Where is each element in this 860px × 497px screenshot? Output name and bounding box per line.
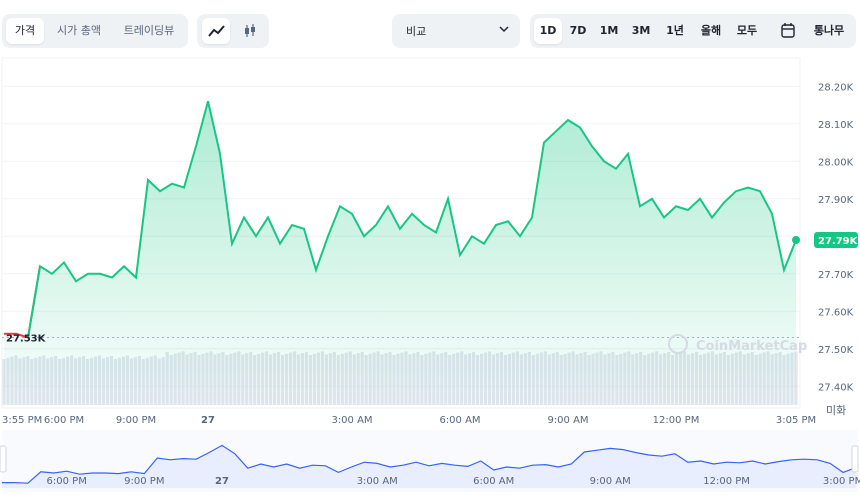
compare-dropdown[interactable]: 비교 <box>392 14 520 48</box>
y-tick-label: 27.40K <box>818 382 854 393</box>
tab-tradingview[interactable]: 트레이딩뷰 <box>123 24 175 37</box>
x-tick-label: 27 <box>201 415 215 426</box>
navigator-tick-label: 6:00 PM <box>47 476 87 487</box>
navigator-tick-label: 3:00 AM <box>357 476 398 487</box>
range-1y[interactable]: 1년 <box>666 24 684 37</box>
candlestick-icon[interactable] <box>236 18 264 44</box>
calendar-icon[interactable] <box>774 18 802 44</box>
x-axis: 3:55 PM 6:00 PM 9:00 PM 27 3:00 AM 6:00 AM 9:0… <box>2 415 816 426</box>
range-1d[interactable]: 1D <box>534 18 562 44</box>
navigator-tick-label: 27 <box>215 476 229 487</box>
navigator-axis: 6:00 PM 9:00 PM 27 3:00 AM 6:00 AM 9:00 AM 12:… <box>47 476 860 487</box>
price-line <box>27 100 797 338</box>
navigator-right-handle[interactable] <box>851 445 859 473</box>
price-area <box>4 101 796 405</box>
y-tick-label: 27.70K <box>818 270 854 281</box>
y-tick-label: 28.20K <box>818 82 854 93</box>
range-all[interactable]: 모두 <box>736 24 758 37</box>
watermark: CoinMarketCap <box>668 334 807 354</box>
navigator-tick-label: 9:00 PM <box>124 476 164 487</box>
navigator-left-handle[interactable] <box>0 445 7 473</box>
current-price-dot <box>792 236 800 244</box>
x-tick-label: 9:00 AM <box>547 415 588 426</box>
range-3m[interactable]: 3M <box>631 24 651 37</box>
currency-label: 미화 <box>826 404 846 417</box>
view-tabs: 가격 시가 총액 트레이딩뷰 <box>2 14 188 48</box>
watermark-text: CoinMarketCap <box>696 339 807 354</box>
y-tick-label: 28.00K <box>818 157 854 168</box>
x-tick-label: 3:55 PM <box>2 415 42 426</box>
chart-toolbar: 가격 시가 총액 트레이딩뷰 비교 1D 7D 1M 3M 1년 올해 모두 <box>0 0 860 56</box>
tab-market-cap[interactable]: 시가 총액 <box>57 24 101 37</box>
x-tick-label: 6:00 AM <box>439 415 480 426</box>
plot-frame <box>1 57 801 409</box>
navigator-line <box>2 444 857 484</box>
current-price-label: 27.79K <box>818 236 859 247</box>
y-tick-label: 27.60K <box>818 307 854 318</box>
navigator-panel[interactable] <box>2 430 858 492</box>
navigator-tick-label: 3:00 PM <box>823 476 860 487</box>
navigator-tick-label: 6:00 AM <box>473 476 514 487</box>
y-tick-label: 28.10K <box>818 120 854 131</box>
compare-label: 비교 <box>406 25 427 38</box>
y-tick-label: 27.50K <box>818 345 854 356</box>
navigator-tick-label: 12:00 PM <box>703 476 750 487</box>
chart-type-toggle <box>197 14 269 48</box>
coinmarketcap-logo-icon <box>668 334 688 354</box>
range-1m[interactable]: 1M <box>599 24 619 37</box>
current-price-badge <box>814 232 858 248</box>
x-tick-label: 9:00 PM <box>116 415 156 426</box>
log-scale-toggle[interactable]: 통나무 <box>813 24 845 37</box>
navigator-area <box>2 445 856 488</box>
range-7d[interactable]: 7D <box>569 24 587 37</box>
y-tick-label: 27.90K <box>818 195 854 206</box>
chevron-down-icon <box>498 23 510 38</box>
line-chart-icon[interactable] <box>202 18 230 44</box>
navigator-tick-label: 9:00 AM <box>590 476 631 487</box>
x-tick-label: 3:00 AM <box>331 415 372 426</box>
x-tick-label: 6:00 PM <box>44 415 84 426</box>
x-tick-label: 3:05 PM <box>776 415 816 426</box>
range-selector: 1D 7D 1M 3M 1년 올해 모두 통나무 <box>530 14 856 48</box>
range-ytd[interactable]: 올해 <box>700 24 722 37</box>
open-price-label: 27.53K <box>6 334 47 345</box>
x-tick-label: 12:00 PM <box>653 415 700 426</box>
tab-price[interactable]: 가격 <box>6 18 44 44</box>
